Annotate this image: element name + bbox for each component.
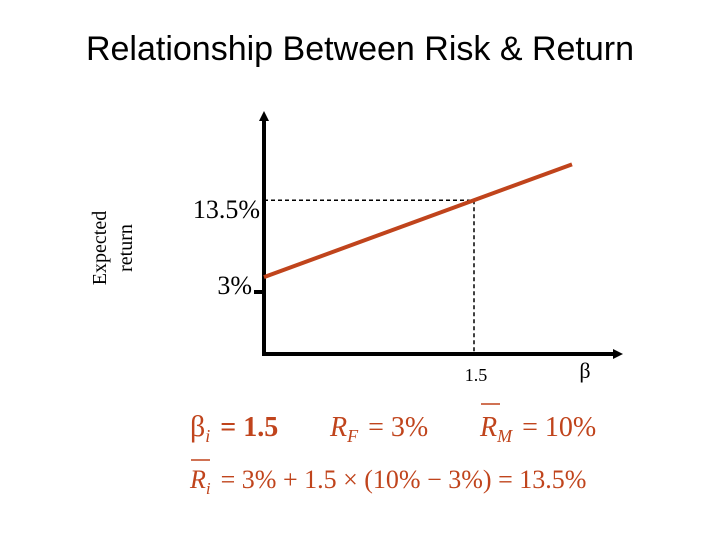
rm-value: = 10% — [522, 412, 596, 443]
rf-subscript: F — [346, 426, 359, 446]
formula-line-1: βi = 1.5 RF = 3% RM = 10% — [190, 403, 596, 446]
ri-expression: = 3% + 1.5 × (10% − 3%) = 13.5% — [221, 465, 587, 494]
svg-text:RF= 3%: RF = 3% — [329, 412, 428, 446]
svg-text:RM= 10%: RM = 10% — [479, 412, 596, 446]
svg-text:βi= 1.5: βi = 1.5 — [190, 410, 278, 446]
formula-line-2: Ri = 3% + 1.5 × (10% − 3%) = 13.5% — [189, 459, 586, 498]
svg-text:Ri= 3% + 1.5 × (10% − 3%) = 13: Ri = 3% + 1.5 × (10% − 3%) = 13.5% — [189, 465, 586, 498]
ri-symbol: R — [189, 465, 206, 494]
ri-subscript: i — [206, 479, 211, 498]
rm-subscript: M — [496, 426, 513, 446]
rf-symbol: R — [329, 412, 347, 443]
y-axis-label-line1: Expected — [89, 211, 111, 285]
slide-title: Relationship Between Risk & Return — [85, 30, 635, 68]
beta-subscript: i — [205, 426, 210, 446]
y-tick-label-3pct: 3% — [217, 271, 252, 300]
y-axis-label-line2: return — [115, 224, 137, 272]
x-axis-label-beta: β — [579, 358, 590, 383]
rf-value: = 3% — [368, 412, 428, 443]
beta-symbol: β — [190, 410, 205, 443]
security-market-line — [263, 162, 573, 279]
beta-value: = 1.5 — [220, 412, 278, 443]
rm-symbol: R — [479, 412, 497, 443]
y-tick-label-13.5pct: 13.5% — [193, 195, 260, 224]
x-marker-label: 1.5 — [465, 365, 488, 385]
